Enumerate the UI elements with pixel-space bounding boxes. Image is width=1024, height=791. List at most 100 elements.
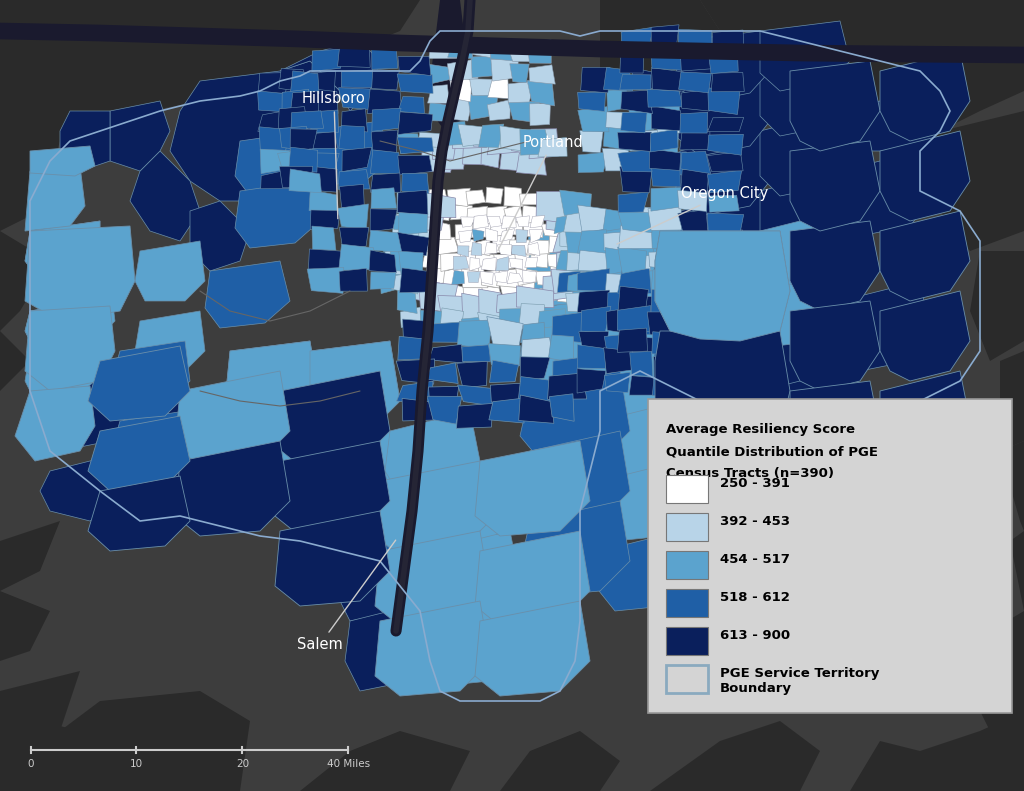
Polygon shape [581, 67, 610, 93]
Polygon shape [563, 210, 590, 233]
Polygon shape [289, 147, 317, 172]
Polygon shape [605, 248, 631, 274]
Polygon shape [547, 253, 573, 271]
Polygon shape [681, 89, 715, 111]
Polygon shape [675, 71, 770, 156]
Polygon shape [468, 94, 498, 119]
Polygon shape [443, 267, 466, 286]
Polygon shape [416, 210, 438, 224]
Polygon shape [432, 134, 457, 159]
Polygon shape [402, 399, 434, 421]
Polygon shape [850, 711, 1024, 791]
Polygon shape [500, 229, 515, 241]
Polygon shape [426, 193, 456, 218]
Polygon shape [603, 125, 635, 151]
Polygon shape [549, 233, 568, 252]
Polygon shape [70, 281, 115, 341]
Polygon shape [618, 192, 648, 213]
Polygon shape [472, 229, 484, 241]
Polygon shape [437, 296, 466, 317]
Polygon shape [618, 286, 648, 311]
Polygon shape [110, 101, 170, 171]
Polygon shape [504, 205, 523, 223]
Polygon shape [409, 279, 439, 303]
Polygon shape [425, 601, 520, 686]
Polygon shape [475, 531, 590, 626]
Polygon shape [670, 511, 760, 586]
Polygon shape [880, 211, 970, 301]
Polygon shape [445, 282, 465, 304]
Polygon shape [430, 0, 465, 91]
Polygon shape [310, 341, 400, 431]
Polygon shape [653, 315, 686, 335]
Polygon shape [508, 43, 536, 62]
Polygon shape [258, 91, 294, 112]
Polygon shape [522, 206, 543, 224]
Polygon shape [565, 230, 594, 254]
Polygon shape [653, 355, 685, 380]
Polygon shape [398, 213, 428, 235]
Polygon shape [840, 281, 930, 371]
Polygon shape [428, 102, 451, 121]
Polygon shape [840, 151, 930, 236]
Polygon shape [548, 373, 587, 399]
Polygon shape [709, 253, 738, 275]
Polygon shape [527, 40, 551, 63]
Polygon shape [631, 237, 655, 258]
Polygon shape [504, 187, 523, 206]
Polygon shape [632, 206, 657, 233]
Polygon shape [389, 248, 416, 272]
Polygon shape [335, 531, 430, 621]
Polygon shape [399, 268, 429, 293]
Polygon shape [790, 141, 880, 231]
Polygon shape [790, 301, 880, 391]
Polygon shape [516, 152, 547, 175]
Polygon shape [511, 245, 526, 256]
Polygon shape [496, 256, 509, 271]
Polygon shape [462, 293, 484, 322]
Polygon shape [310, 210, 340, 229]
Polygon shape [497, 292, 522, 316]
Polygon shape [708, 117, 743, 131]
Polygon shape [481, 258, 497, 271]
Polygon shape [0, 701, 220, 791]
Polygon shape [135, 241, 205, 301]
Polygon shape [426, 363, 458, 384]
Polygon shape [310, 110, 339, 132]
Polygon shape [481, 270, 499, 288]
Polygon shape [439, 308, 464, 333]
Polygon shape [425, 531, 520, 616]
Polygon shape [485, 228, 498, 241]
Polygon shape [462, 265, 488, 288]
Polygon shape [468, 131, 499, 146]
Polygon shape [305, 431, 400, 516]
Polygon shape [461, 217, 475, 227]
Text: Salem: Salem [297, 540, 395, 652]
Polygon shape [556, 247, 586, 271]
Polygon shape [507, 273, 523, 284]
Polygon shape [30, 371, 130, 451]
Polygon shape [541, 204, 563, 220]
Polygon shape [458, 320, 492, 348]
Polygon shape [520, 431, 630, 526]
Polygon shape [557, 271, 582, 293]
Polygon shape [463, 142, 492, 165]
Polygon shape [371, 272, 396, 290]
Polygon shape [25, 221, 100, 281]
Polygon shape [520, 357, 550, 382]
Polygon shape [383, 233, 408, 252]
Polygon shape [372, 108, 401, 131]
Polygon shape [305, 491, 400, 576]
Polygon shape [655, 113, 680, 134]
Polygon shape [385, 411, 480, 496]
Text: 40 Miles: 40 Miles [327, 759, 370, 769]
Polygon shape [498, 244, 511, 255]
Polygon shape [370, 209, 397, 232]
Polygon shape [309, 190, 338, 213]
Polygon shape [521, 338, 553, 358]
Polygon shape [428, 85, 450, 104]
Polygon shape [455, 224, 476, 240]
Polygon shape [652, 134, 679, 155]
Polygon shape [470, 258, 480, 271]
Polygon shape [520, 501, 630, 596]
